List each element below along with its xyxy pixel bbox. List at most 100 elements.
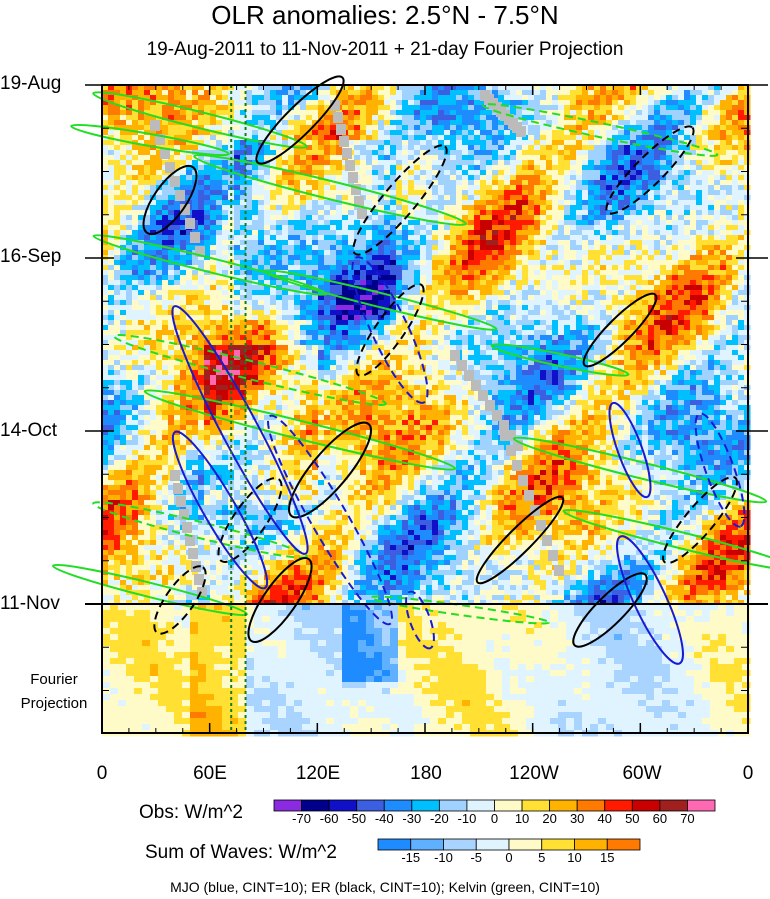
obs-cell — [432, 260, 439, 266]
obs-cell — [348, 130, 355, 136]
obs-cell — [606, 245, 613, 251]
obs-cell — [498, 245, 505, 251]
obs-cell — [732, 100, 739, 106]
obs-cell — [384, 190, 391, 196]
obs-cell — [516, 155, 523, 161]
obs-cell — [324, 120, 331, 126]
obs-cell — [702, 235, 709, 241]
obs-cell — [396, 225, 403, 231]
obs-cell — [210, 165, 217, 171]
obs-cell — [540, 170, 547, 176]
obs-cell — [300, 110, 307, 116]
obs-cell — [690, 170, 697, 176]
obs-cell — [222, 310, 229, 316]
obs-cell — [486, 195, 493, 201]
obs-cell — [462, 260, 469, 266]
obs-cell — [444, 265, 451, 271]
obs-cell — [468, 295, 475, 301]
obs-cell — [132, 265, 139, 271]
obs-cell — [432, 130, 439, 136]
obs-cell — [612, 140, 619, 146]
obs-cell — [354, 295, 361, 301]
obs-cell — [114, 300, 121, 306]
obs-cell — [384, 85, 391, 91]
obs-cell — [234, 280, 241, 286]
obs-cell — [654, 220, 661, 226]
obs-cell — [396, 280, 403, 286]
obs-cell — [522, 300, 529, 306]
obs-cell — [138, 215, 145, 221]
obs-cell — [738, 190, 745, 196]
obs-cell — [348, 265, 355, 271]
obs-cell — [660, 195, 667, 201]
obs-cell — [186, 215, 193, 221]
obs-cell — [312, 225, 319, 231]
obs-cell — [726, 95, 733, 101]
obs-cell — [144, 100, 151, 106]
obs-cell — [408, 130, 415, 136]
obs-cell — [504, 160, 511, 166]
obs-cell — [276, 150, 283, 156]
obs-cell — [570, 175, 577, 181]
obs-cell — [738, 180, 745, 186]
obs-cell — [318, 155, 325, 161]
obs-cell — [474, 280, 481, 286]
obs-cell — [294, 150, 301, 156]
obs-cell — [702, 95, 709, 101]
obs-cell — [474, 155, 481, 161]
obs-cell — [648, 220, 655, 226]
obs-cell — [594, 310, 601, 316]
obs-cell — [324, 165, 331, 171]
obs-cell — [420, 215, 427, 221]
obs-cell — [582, 230, 589, 236]
obs-cell — [402, 265, 409, 271]
obs-cell — [564, 190, 571, 196]
obs-cell — [648, 140, 655, 146]
obs-cell — [696, 310, 703, 316]
obs-cell — [708, 200, 715, 206]
obs-cell — [450, 110, 457, 116]
obs-cell — [582, 155, 589, 161]
obs-cell — [342, 85, 349, 91]
obs-cell — [720, 200, 727, 206]
obs-cell — [180, 275, 187, 281]
obs-cell — [192, 190, 199, 196]
obs-cell — [270, 140, 277, 146]
obs-cell — [288, 175, 295, 181]
obs-cell — [408, 185, 415, 191]
obs-cell — [264, 95, 271, 101]
obs-cell — [414, 190, 421, 196]
obs-cell — [510, 95, 517, 101]
obs-cell — [432, 310, 439, 316]
obs-cell — [444, 270, 451, 276]
obs-cell — [336, 260, 343, 266]
obs-cell — [528, 225, 535, 231]
obs-cell — [384, 100, 391, 106]
obs-cell — [714, 120, 721, 126]
obs-cell — [558, 255, 565, 261]
obs-cell — [414, 260, 421, 266]
obs-cell — [180, 140, 187, 146]
obs-cell — [180, 310, 187, 316]
obs-cell — [552, 190, 559, 196]
obs-cell — [510, 140, 517, 146]
obs-cell — [582, 250, 589, 256]
obs-cell — [240, 265, 247, 271]
obs-cell — [162, 270, 169, 276]
obs-cell — [276, 175, 283, 181]
obs-cell — [450, 210, 457, 216]
obs-cell — [312, 165, 319, 171]
obs-cell — [102, 150, 109, 156]
obs-cell — [720, 95, 727, 101]
obs-cell — [204, 250, 211, 256]
obs-cell — [132, 310, 139, 316]
obs-cell — [180, 145, 187, 151]
obs-cell — [708, 280, 715, 286]
obs-cell — [618, 225, 625, 231]
obs-cell — [624, 275, 631, 281]
obs-cell — [300, 230, 307, 236]
obs-cell — [126, 155, 133, 161]
obs-cell — [252, 245, 259, 251]
obs-cell — [150, 105, 157, 111]
obs-cell — [120, 190, 127, 196]
